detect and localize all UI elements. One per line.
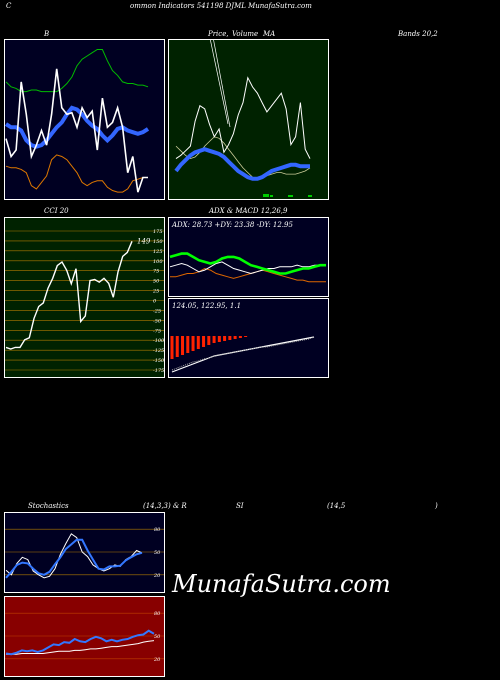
macd-histogram-bar (186, 336, 190, 353)
rsi-line (5, 629, 155, 656)
adx-chart: ADX: 28.73 +DY: 23.38 -DY: 12.95 (168, 217, 329, 297)
macd-histogram-bar (217, 336, 221, 342)
stoch-k-line (5, 538, 143, 579)
label-bands: Bands 20,2 (398, 30, 438, 38)
bollinger-chart (4, 39, 165, 200)
header-title: ommon Indicators 541198 DJML MunafaSutra… (130, 2, 312, 10)
macd-histogram-bar (170, 336, 174, 359)
cci-tick-label: -25 (153, 308, 161, 314)
minus-di-line (170, 267, 326, 283)
cci-tick-label: 75 (153, 269, 159, 275)
cci-tick-label: 125 (153, 249, 163, 255)
label-adx: ADX & MACD 12,26,9 (209, 207, 288, 215)
stochastics-chart: 80 50 20 (4, 512, 165, 593)
macd-histogram-bar (223, 336, 227, 341)
stoch-tick-label: 20 (153, 573, 161, 579)
label-stoch-params: (14,3,3) & R (143, 502, 187, 510)
label-si: SI (236, 502, 244, 510)
signal-line (171, 336, 315, 371)
label-rsi-close: ) (435, 502, 438, 510)
macd-histogram-bar (228, 336, 232, 340)
macd-histogram-bar (233, 336, 237, 339)
macd-histogram-bar (212, 336, 216, 343)
cci-tick-label: 50 (153, 279, 160, 285)
label-volume: Volume (232, 30, 259, 38)
label-rsi-params: (14,5 (327, 502, 346, 510)
ma-fast-line (174, 147, 310, 181)
macd-histogram-bar (175, 336, 179, 357)
volume-bar (263, 194, 269, 197)
volume-bar (288, 195, 293, 197)
cci-tick-label: 100 (153, 259, 163, 265)
cci-tick-label: -50 (153, 318, 162, 324)
volume-bar (308, 195, 312, 197)
rsi-tick-label: 20 (153, 657, 161, 663)
macd-background (168, 298, 329, 378)
macd-histogram-bar (202, 336, 206, 347)
rsi-background (4, 596, 165, 677)
stochastics-background (4, 512, 165, 593)
macd-histogram-bar (238, 336, 242, 338)
macd-values: 124.05, 122.95, 1.1 (172, 302, 241, 310)
stoch-tick-label: 80 (154, 527, 161, 533)
macd-chart: 124.05, 122.95, 1.1 (168, 298, 329, 378)
label-price: Price, (208, 30, 229, 38)
cci-tick-label: 25 (152, 289, 159, 295)
rsi-tick-label: 50 (154, 634, 161, 640)
macd-line (171, 336, 315, 373)
cci-tick-label: -100 (153, 338, 165, 344)
cci-tick-label: -150 (153, 358, 165, 364)
volume-bar (270, 195, 273, 197)
cci-tick-label: 175 (153, 229, 163, 235)
cci-tick-label: -125 (153, 348, 164, 354)
cci-tick-label: 150 (153, 239, 163, 245)
lower-band-line (5, 154, 148, 193)
stoch-tick-label: 50 (154, 550, 161, 556)
macd-histogram-bar (181, 336, 185, 355)
adx-line (169, 252, 326, 275)
label-cci: CCI 20 (44, 207, 69, 215)
title-pointer-line-1 (209, 39, 229, 125)
watermark: MunafaSutra.com (172, 570, 391, 598)
header-c: C (6, 2, 12, 10)
price-line (5, 68, 148, 193)
cci-tick-label: -175 (153, 368, 164, 374)
macd-histogram-bar (244, 336, 248, 337)
cci-last-label: 149 (137, 237, 151, 245)
macd-histogram-bar (191, 336, 195, 351)
volume-bars (263, 194, 312, 197)
plus-di-line (169, 261, 326, 275)
cci-line (5, 241, 133, 350)
adx-values: ADX: 28.73 +DY: 23.38 -DY: 12.95 (171, 221, 293, 229)
macd-histogram-bar (207, 336, 211, 345)
price-line (175, 76, 311, 160)
cci-tick-label: -75 (153, 328, 161, 334)
upper-band-line (5, 49, 149, 93)
macd-histogram-bar (196, 336, 200, 349)
label-ma: MA (263, 30, 276, 38)
rsi-tick-label: 80 (154, 611, 161, 617)
title-pointer-line-2 (213, 39, 231, 128)
ma-slow-line (175, 136, 311, 180)
label-b: B (44, 30, 50, 38)
label-stoch: Stochastics (28, 502, 69, 510)
rsi-signal-line (6, 640, 155, 655)
cci-tick-label: 0 (153, 299, 157, 305)
price-ma-chart (168, 39, 329, 200)
cci-background (4, 217, 165, 378)
rsi-chart: 80 50 20 (4, 596, 165, 677)
cci-chart: 175 150 125 100 75 50 25 0 -25 -50 -75 -100 -125 -150… (4, 217, 165, 378)
